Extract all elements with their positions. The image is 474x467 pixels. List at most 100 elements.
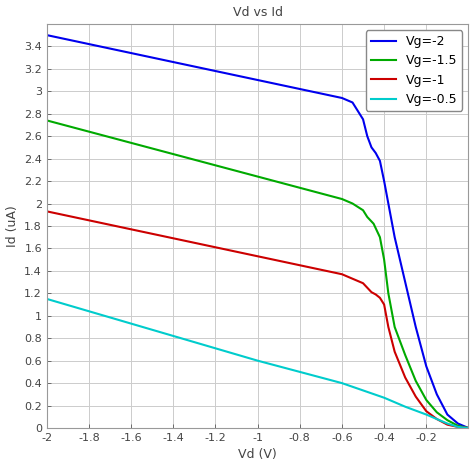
Vg=-1.5: [276, 179, 282, 185]
Vg=-2: [369, 145, 374, 150]
Vg=-1: [392, 349, 398, 354]
Vg=-0.5: [339, 380, 345, 386]
Vg=-1: [445, 422, 450, 427]
Vg=-1.5: [44, 118, 50, 123]
Vg=-1: [44, 209, 50, 214]
Vg=-1.5: [149, 146, 155, 151]
Vg=-2: [360, 116, 366, 122]
Vg=-1: [65, 213, 71, 219]
Vg=-0.5: [465, 425, 471, 431]
Vg=-1.5: [455, 423, 461, 429]
Y-axis label: Id (uA): Id (uA): [6, 205, 18, 247]
Vg=-2: [128, 50, 134, 56]
Vg=-2: [65, 37, 71, 42]
Vg=-0.5: [402, 404, 408, 410]
Vg=-1.5: [213, 163, 219, 168]
Vg=-2: [255, 77, 261, 83]
Vg=-2: [465, 425, 471, 431]
Vg=-1.5: [402, 352, 408, 358]
Vg=-2: [297, 86, 303, 92]
Vg=-1.5: [413, 378, 419, 384]
Title: Vd vs Id: Vd vs Id: [233, 6, 283, 19]
Vg=-1.5: [423, 397, 429, 403]
Vg=-1: [191, 240, 197, 246]
Vg=-1.5: [339, 196, 345, 202]
Vg=-1.5: [371, 221, 376, 226]
Line: Vg=-1.5: Vg=-1.5: [47, 120, 468, 428]
Vg=-1: [373, 291, 379, 297]
Vg=-1: [423, 408, 429, 414]
Vg=-1.5: [385, 290, 391, 296]
Vg=-1.5: [465, 425, 471, 431]
Vg=-1.5: [128, 140, 134, 146]
Vg=-2: [385, 201, 391, 206]
Vg=-1: [377, 295, 383, 301]
Vg=-0.5: [255, 358, 261, 363]
Vg=-1: [369, 290, 374, 295]
Vg=-2: [373, 150, 379, 156]
Vg=-0.5: [86, 309, 92, 314]
Vg=-2: [191, 64, 197, 70]
Vg=-0.5: [213, 346, 219, 351]
Vg=-1.5: [297, 185, 303, 191]
Vg=-2: [445, 412, 450, 417]
Vg=-2: [107, 46, 113, 51]
Vg=-1.5: [318, 191, 324, 196]
Vg=-1: [128, 226, 134, 232]
X-axis label: Vd (V): Vd (V): [238, 448, 277, 461]
Vg=-1.5: [434, 410, 440, 415]
Vg=-2: [213, 68, 219, 74]
Line: Vg=-2: Vg=-2: [47, 35, 468, 428]
Vg=-1.5: [377, 234, 383, 240]
Vg=-1: [297, 262, 303, 268]
Vg=-1: [171, 235, 176, 241]
Vg=-2: [86, 41, 92, 47]
Vg=-2: [44, 32, 50, 38]
Line: Vg=-1: Vg=-1: [47, 212, 468, 428]
Vg=-2: [402, 279, 408, 285]
Vg=-1.5: [255, 174, 261, 179]
Vg=-1.5: [350, 201, 356, 206]
Vg=-2: [381, 178, 387, 184]
Vg=-1: [255, 254, 261, 259]
Vg=-2: [455, 421, 461, 426]
Vg=-1: [350, 276, 356, 282]
Vg=-1: [234, 249, 239, 255]
Vg=-1: [385, 324, 391, 330]
Vg=-1: [276, 258, 282, 263]
Vg=-1: [402, 375, 408, 380]
Vg=-0.5: [423, 412, 429, 417]
Vg=-2: [434, 391, 440, 397]
Vg=-2: [350, 99, 356, 105]
Vg=-1: [86, 218, 92, 223]
Vg=-1.5: [365, 214, 370, 220]
Vg=-0.5: [297, 369, 303, 375]
Vg=-2: [149, 55, 155, 60]
Vg=-0.5: [434, 416, 440, 422]
Vg=-1: [149, 231, 155, 237]
Vg=-2: [365, 134, 370, 139]
Vg=-0.5: [171, 333, 176, 339]
Vg=-1: [360, 280, 366, 286]
Vg=-2: [276, 82, 282, 87]
Vg=-2: [413, 324, 419, 330]
Vg=-1: [455, 424, 461, 430]
Vg=-1.5: [65, 123, 71, 129]
Legend: Vg=-2, Vg=-1.5, Vg=-1, Vg=-0.5: Vg=-2, Vg=-1.5, Vg=-1, Vg=-0.5: [365, 30, 462, 111]
Vg=-0.5: [128, 321, 134, 326]
Vg=-2: [318, 91, 324, 96]
Vg=-1.5: [392, 324, 398, 330]
Vg=-0.5: [455, 424, 461, 430]
Vg=-0.5: [44, 296, 50, 302]
Vg=-1: [381, 302, 387, 307]
Vg=-2: [423, 363, 429, 369]
Vg=-1.5: [191, 157, 197, 163]
Vg=-1: [365, 285, 370, 290]
Vg=-1: [465, 425, 471, 431]
Line: Vg=-0.5: Vg=-0.5: [47, 299, 468, 428]
Vg=-1: [107, 222, 113, 227]
Vg=-1.5: [234, 168, 239, 174]
Vg=-1.5: [381, 257, 387, 262]
Vg=-1.5: [86, 129, 92, 134]
Vg=-1: [413, 394, 419, 399]
